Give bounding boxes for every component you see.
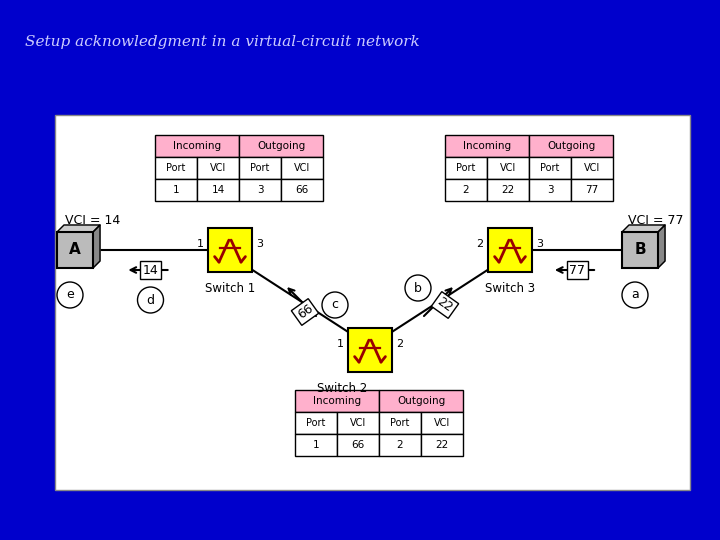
Text: 22: 22 — [501, 185, 515, 195]
Circle shape — [622, 282, 648, 308]
Text: 22: 22 — [435, 295, 455, 315]
Bar — [155, 179, 197, 201]
Bar — [197, 157, 239, 179]
Bar — [295, 390, 379, 412]
Text: A: A — [69, 242, 81, 258]
Text: 2: 2 — [397, 440, 403, 450]
Bar — [281, 179, 323, 201]
Text: e: e — [66, 288, 74, 301]
Text: 2: 2 — [397, 339, 404, 349]
Text: 14: 14 — [143, 264, 158, 276]
Bar — [239, 179, 281, 201]
Bar — [487, 157, 529, 179]
Text: Port: Port — [251, 163, 270, 173]
Bar — [295, 434, 337, 456]
Circle shape — [405, 275, 431, 301]
Text: Incoming: Incoming — [313, 396, 361, 406]
Text: Switch 1: Switch 1 — [205, 281, 255, 294]
Bar — [445, 135, 529, 157]
Text: VCI: VCI — [584, 163, 600, 173]
Text: Outgoing: Outgoing — [257, 141, 305, 151]
Text: 3: 3 — [546, 185, 553, 195]
Text: 3: 3 — [257, 185, 264, 195]
Bar — [622, 232, 658, 268]
Text: Port: Port — [540, 163, 559, 173]
Bar — [488, 228, 532, 272]
Text: Incoming: Incoming — [173, 141, 221, 151]
Bar — [379, 390, 463, 412]
Text: 66: 66 — [294, 302, 315, 322]
Text: Port: Port — [306, 418, 325, 428]
Text: VCI: VCI — [210, 163, 226, 173]
Text: Port: Port — [166, 163, 186, 173]
Bar — [281, 157, 323, 179]
Circle shape — [57, 282, 83, 308]
Circle shape — [138, 287, 163, 313]
Text: a: a — [631, 288, 639, 301]
Bar — [337, 412, 379, 434]
Bar — [337, 434, 379, 456]
Text: Port: Port — [390, 418, 410, 428]
Text: Setup acknowledgment in a virtual-circuit network: Setup acknowledgment in a virtual-circui… — [25, 35, 420, 49]
Text: B: B — [634, 242, 646, 258]
Text: VCI: VCI — [434, 418, 450, 428]
Text: Port: Port — [456, 163, 476, 173]
Bar — [571, 157, 613, 179]
Bar — [295, 412, 337, 434]
Text: 22: 22 — [436, 440, 449, 450]
Bar — [529, 179, 571, 201]
Text: 66: 66 — [295, 185, 309, 195]
Bar — [197, 179, 239, 201]
Text: 1: 1 — [197, 239, 204, 249]
Text: VCI = 14: VCI = 14 — [65, 213, 120, 226]
Bar — [155, 157, 197, 179]
Text: 1: 1 — [336, 339, 343, 349]
Bar — [208, 228, 252, 272]
Text: Outgoing: Outgoing — [397, 396, 445, 406]
Text: VCI: VCI — [350, 418, 366, 428]
Text: Outgoing: Outgoing — [547, 141, 595, 151]
Polygon shape — [658, 225, 665, 268]
Bar — [421, 434, 463, 456]
Bar — [239, 157, 281, 179]
Bar — [239, 135, 323, 157]
Text: VCI = 77: VCI = 77 — [628, 213, 683, 226]
Bar — [55, 115, 690, 490]
Text: 66: 66 — [351, 440, 364, 450]
Bar — [487, 179, 529, 201]
Text: VCI: VCI — [294, 163, 310, 173]
Bar — [155, 135, 239, 157]
Bar — [379, 434, 421, 456]
Bar — [379, 412, 421, 434]
Circle shape — [322, 292, 348, 318]
Bar — [529, 157, 571, 179]
Text: 1: 1 — [312, 440, 319, 450]
Text: Switch 2: Switch 2 — [317, 381, 367, 395]
Text: d: d — [146, 294, 155, 307]
Text: 3: 3 — [256, 239, 264, 249]
Polygon shape — [622, 225, 665, 232]
Bar — [445, 179, 487, 201]
Text: VCI: VCI — [500, 163, 516, 173]
Text: c: c — [331, 299, 338, 312]
Bar — [445, 157, 487, 179]
Bar — [348, 328, 392, 372]
Text: 3: 3 — [536, 239, 544, 249]
Text: b: b — [414, 281, 422, 294]
Polygon shape — [93, 225, 100, 268]
Text: 14: 14 — [212, 185, 225, 195]
Polygon shape — [57, 225, 100, 232]
Text: 2: 2 — [463, 185, 469, 195]
Text: 77: 77 — [569, 264, 585, 276]
Bar — [571, 179, 613, 201]
Bar — [57, 232, 93, 268]
Text: 2: 2 — [477, 239, 484, 249]
Text: 77: 77 — [585, 185, 598, 195]
Text: Switch 3: Switch 3 — [485, 281, 535, 294]
Text: Incoming: Incoming — [463, 141, 511, 151]
Bar — [421, 412, 463, 434]
Bar — [529, 135, 613, 157]
Text: 1: 1 — [173, 185, 179, 195]
